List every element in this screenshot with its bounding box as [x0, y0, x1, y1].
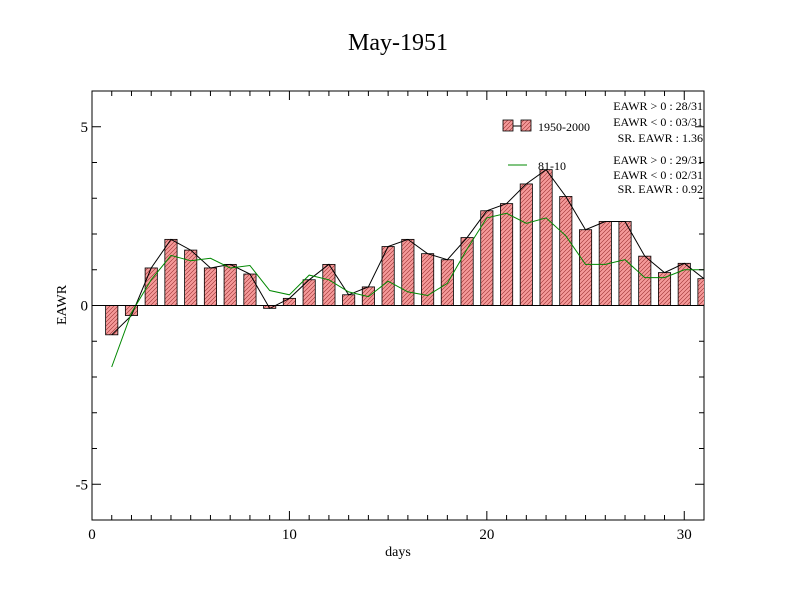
bar-series-line	[111, 169, 704, 336]
bar-day-19	[460, 237, 474, 306]
x-tick-label-0: 0	[88, 527, 96, 543]
y-tick-label-0: 0	[81, 299, 89, 315]
y-tick-label-5: 5	[81, 120, 89, 136]
bar-day-10	[282, 297, 296, 306]
bar-day-8	[243, 273, 257, 306]
stat-8110-neg: EAWR < 0 : 02/31	[613, 168, 703, 182]
x-tick-label-30: 30	[677, 527, 692, 543]
x-tick-label-20: 20	[479, 527, 494, 543]
legend-bar-label: 1950-2000	[538, 120, 590, 134]
y-axis-label: EAWR	[55, 284, 70, 325]
stat-1950-pos: EAWR > 0 : 28/31	[613, 99, 703, 113]
x-axis-label: days	[385, 545, 411, 560]
legend-line-label: 81-10	[538, 159, 566, 173]
legend-bar-swatch-right	[520, 119, 532, 132]
bar-day-5	[184, 249, 198, 306]
bar-day-7	[223, 263, 237, 306]
bar-day-16	[401, 238, 415, 306]
bar-day-25	[579, 229, 593, 306]
bar-day-23	[539, 169, 553, 306]
bar-day-4	[164, 238, 178, 306]
bar-day-6	[203, 267, 217, 306]
bar-day-13	[342, 294, 356, 306]
stats-block: EAWR > 0 : 28/31 EAWR < 0 : 03/31 SR. EA…	[613, 99, 703, 196]
series-81-10-line	[111, 212, 704, 368]
chart-title: May-1951	[348, 30, 448, 56]
legend: 1950-2000 81-10	[502, 119, 590, 173]
bar-day-28	[638, 255, 652, 306]
y-tick-label--5: -5	[76, 477, 89, 493]
stat-8110-pos: EAWR > 0 : 29/31	[613, 153, 703, 167]
bar-day-22	[519, 183, 533, 306]
stat-8110-sr: SR. EAWR : 0.92	[618, 182, 703, 196]
bar-day-31	[697, 278, 704, 306]
bar-day-21	[500, 203, 514, 306]
legend-bar-swatch-left	[502, 119, 514, 132]
stat-1950-sr: SR. EAWR : 1.36	[618, 131, 703, 145]
x-tick-label-10: 10	[282, 527, 297, 543]
bar-day-17	[421, 253, 435, 306]
bar-day-24	[559, 196, 573, 306]
stat-1950-neg: EAWR < 0 : 03/31	[613, 115, 703, 129]
